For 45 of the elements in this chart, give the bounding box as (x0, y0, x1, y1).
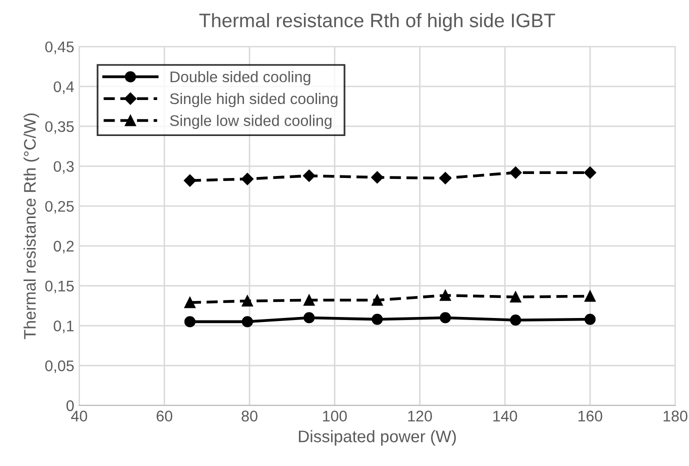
point (184, 297, 196, 308)
y-tick-label: 0,25 (45, 200, 74, 214)
legend-label: Double sided cooling (170, 71, 310, 86)
point (184, 316, 196, 328)
x-tick-label: 120 (408, 410, 432, 422)
point (242, 316, 253, 328)
point (241, 172, 254, 186)
point (510, 291, 522, 303)
point (372, 314, 383, 325)
point (372, 294, 383, 306)
x-tick-label: 180 (664, 410, 688, 422)
x-tick-label: 60 (156, 410, 172, 422)
legend-label: Single high sided cooling (170, 92, 338, 108)
x-tick-label: 140 (493, 410, 518, 422)
point (440, 290, 451, 301)
y-tick-label: 0,3 (54, 161, 74, 174)
point (510, 314, 522, 326)
point (371, 171, 384, 184)
y-tick-label: 0 (66, 400, 74, 412)
y-tick-label: 0,4 (54, 81, 74, 94)
chart-title: Thermal resistance Rth of high side IGBT (199, 13, 556, 32)
point (584, 290, 596, 302)
point (584, 314, 596, 325)
point (439, 172, 452, 184)
x-tick-label: 40 (71, 410, 88, 422)
x-tick-label: 160 (578, 410, 602, 422)
point (584, 166, 596, 179)
y-tick-label: 0,45 (45, 41, 74, 54)
x-axis-title: Dissipated power (W) (298, 430, 456, 446)
x-tick-label: 80 (242, 410, 258, 422)
legend-label: Single low sided cooling (170, 114, 332, 130)
point (304, 294, 315, 306)
point (304, 312, 315, 324)
y-tick-label: 0,35 (45, 121, 74, 134)
point (303, 170, 316, 182)
x-tick-label: 100 (323, 410, 347, 422)
y-tick-label: 0,05 (45, 360, 74, 374)
point (242, 295, 253, 307)
y-tick-label: 0,2 (54, 240, 74, 254)
point (184, 174, 196, 187)
y-tick-label: 0,15 (45, 280, 74, 294)
point (440, 312, 451, 324)
point (509, 166, 522, 179)
y-tick-label: 0,1 (54, 320, 74, 334)
y-axis-title: Thermal resistance Rth (°C/W) (24, 114, 40, 340)
